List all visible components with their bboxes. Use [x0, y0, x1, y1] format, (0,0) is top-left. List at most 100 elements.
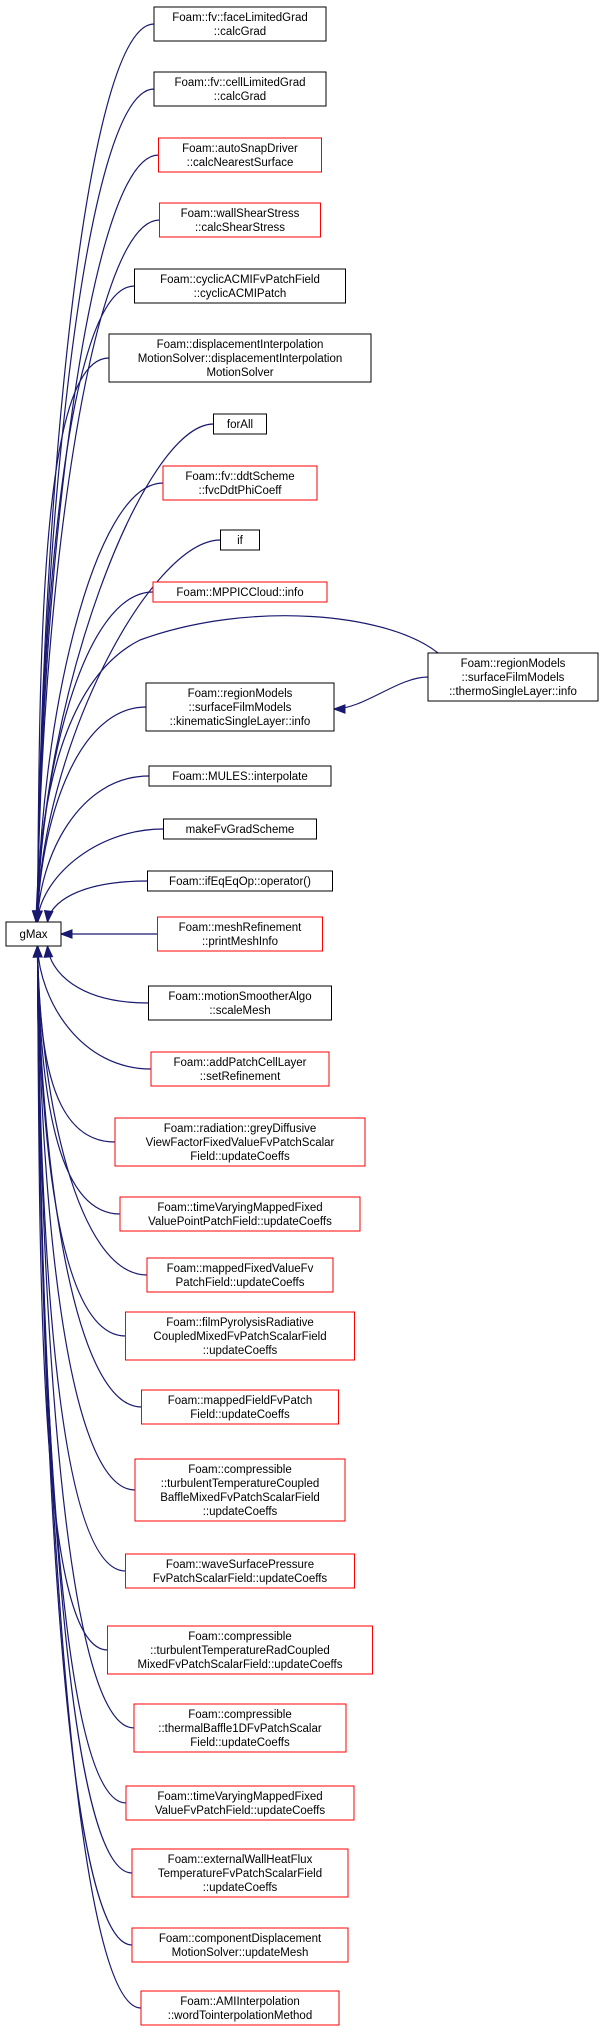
- caller-node-n24[interactable]: Foam::waveSurfacePressureFvPatchScalarFi…: [125, 1553, 355, 1589]
- caller-node-n22[interactable]: Foam::mappedFieldFvPatchField::updateCoe…: [141, 1389, 339, 1425]
- node-label-line: Foam::addPatchCellLayer: [174, 1057, 307, 1069]
- caller-node-n25[interactable]: Foam::compressible::turbulentTemperature…: [107, 1625, 373, 1675]
- caller-node-n8[interactable]: Foam::fv::ddtScheme::fvcDdtPhiCoeff: [162, 465, 318, 501]
- edge-layer: [31, 23, 439, 2009]
- caller-node-n2[interactable]: Foam::fv::cellLimitedGrad::calcGrad: [153, 71, 327, 107]
- node-label-line: ::surfaceFilmModels: [462, 672, 565, 684]
- node-label-line: ::wordTointerpolationMethod: [168, 2010, 312, 2022]
- node-box: [107, 1625, 373, 1675]
- caller-node-n26[interactable]: Foam::compressible::thermalBaffle1DFvPat…: [133, 1703, 347, 1753]
- node-label-line: forAll: [227, 419, 253, 431]
- secondary-node-n31[interactable]: Foam::regionModels::surfaceFilmModels::t…: [427, 652, 599, 702]
- node-label-line: Field::updateCoeffs: [190, 1151, 290, 1163]
- node-label-line: ::kinematicSingleLayer::info: [170, 716, 311, 728]
- edge-line: [36, 945, 142, 1408]
- node-box: [131, 1848, 349, 1898]
- caller-node-n18[interactable]: Foam::radiation::greyDiffusiveViewFactor…: [114, 1117, 366, 1167]
- node-label-line: ::printMeshInfo: [202, 936, 278, 948]
- node-label-line: ::updateCoeffs: [203, 1506, 278, 1518]
- node-label-line: Foam::motionSmootherAlgo: [168, 991, 311, 1003]
- caller-node-n20[interactable]: Foam::mappedFixedValueFvPatchField::upda…: [146, 1257, 334, 1293]
- edge-line: [36, 945, 136, 1491]
- caller-node-n6[interactable]: Foam::displacementInterpolationMotionSol…: [108, 333, 372, 383]
- node-box: [427, 652, 599, 702]
- caller-node-n14[interactable]: Foam::ifEqEqOp::operator(): [147, 870, 333, 892]
- node-box: [158, 137, 322, 173]
- node-label-line: Foam::mappedFieldFvPatch: [168, 1395, 312, 1407]
- node-label-line: Foam::compressible: [188, 1464, 292, 1476]
- caller-node-n23[interactable]: Foam::compressible::turbulentTemperature…: [134, 1458, 346, 1522]
- edge-line: [333, 676, 429, 710]
- caller-node-n3[interactable]: Foam::autoSnapDriver::calcNearestSurface: [158, 137, 322, 173]
- caller-node-n7[interactable]: forAll: [213, 413, 267, 435]
- node-box: [148, 765, 332, 787]
- caller-node-n13[interactable]: makeFvGradScheme: [163, 818, 317, 840]
- edge-line: [36, 945, 126, 1337]
- node-box: [163, 818, 317, 840]
- edge-arrowhead: [43, 944, 54, 958]
- node-label-line: MotionSolver: [206, 367, 273, 379]
- edge-line: [36, 828, 164, 923]
- caller-node-n16[interactable]: Foam::motionSmootherAlgo::scaleMesh: [148, 985, 332, 1021]
- node-box: [140, 1990, 340, 2026]
- node-label-line: if: [237, 535, 244, 547]
- caller-node-n4[interactable]: Foam::wallShearStress::calcShearStress: [159, 202, 321, 238]
- node-label-line: Foam::AMIInterpolation: [180, 1996, 300, 2008]
- node-label-line: Foam::timeVaryingMappedFixed: [157, 1791, 322, 1803]
- edge-line: [36, 154, 159, 923]
- edge-line: [36, 285, 135, 923]
- node-label-line: ::turbulentTemperatureRadCoupled: [150, 1645, 330, 1657]
- node-label-line: ::thermoSingleLayer::info: [449, 686, 577, 698]
- caller-node-n10[interactable]: Foam::MPPICCloud::info: [152, 581, 328, 603]
- node-label-line: Foam::wallShearStress: [181, 208, 300, 220]
- node-box: [125, 1553, 355, 1589]
- edge-line: [36, 945, 142, 2009]
- node-label-line: Foam::radiation::greyDiffusive: [164, 1123, 317, 1135]
- node-box: [147, 870, 333, 892]
- call-edge: [31, 615, 439, 924]
- caller-node-n11[interactable]: Foam::regionModels::surfaceFilmModels::k…: [145, 682, 335, 732]
- node-box: [220, 529, 260, 551]
- edge-line: [36, 591, 154, 923]
- node-label-line: Foam::filmPyrolysisRadiative: [166, 1317, 314, 1329]
- call-edge: [32, 944, 142, 2009]
- call-edge: [59, 929, 158, 939]
- node-label-line: Foam::cyclicACMIFvPatchField: [160, 274, 320, 286]
- node-label-line: Foam::mappedFixedValueFv: [167, 1263, 314, 1275]
- caller-node-n27[interactable]: Foam::timeVaryingMappedFixedValueFvPatch…: [125, 1785, 355, 1821]
- node-label-line: TemperatureFvPatchScalarField: [158, 1868, 322, 1880]
- caller-node-n1[interactable]: Foam::fv::faceLimitedGrad::calcGrad: [153, 6, 327, 42]
- edge-arrowhead: [31, 910, 42, 924]
- node-label-line: Foam::MPPICCloud::info: [176, 587, 303, 599]
- node-box: [145, 682, 335, 732]
- node-label-line: Foam::autoSnapDriver: [182, 143, 298, 155]
- caller-node-n29[interactable]: Foam::componentDisplacementMotionSolver:…: [131, 1927, 349, 1963]
- node-label-line: makeFvGradScheme: [186, 824, 295, 836]
- node-label-line: ::fvcDdtPhiCoeff: [199, 485, 283, 497]
- node-label-line: CoupledMixedFvPatchScalarField: [153, 1331, 326, 1343]
- caller-node-n12[interactable]: Foam::MULES::interpolate: [148, 765, 332, 787]
- caller-node-n5[interactable]: Foam::cyclicACMIFvPatchField::cyclicACMI…: [134, 268, 346, 304]
- caller-node-n17[interactable]: Foam::addPatchCellLayer::setRefinement: [150, 1051, 330, 1087]
- node-label-line: ::turbulentTemperatureCoupled: [161, 1478, 320, 1490]
- node-label-line: Foam::compressible: [188, 1709, 292, 1721]
- edge-line: [36, 945, 116, 1143]
- node-label-line: ::setRefinement: [200, 1071, 281, 1083]
- node-box: [114, 1117, 366, 1167]
- node-label-line: FvPatchScalarField::updateCoeffs: [153, 1573, 328, 1585]
- edge-line: [36, 945, 133, 1874]
- caller-node-n15[interactable]: Foam::meshRefinement::printMeshInfo: [157, 916, 323, 952]
- caller-node-n28[interactable]: Foam::externalWallHeatFluxTemperatureFvP…: [131, 1848, 349, 1898]
- caller-node-n19[interactable]: Foam::timeVaryingMappedFixedValuePointPa…: [119, 1196, 361, 1232]
- caller-node-n30[interactable]: Foam::AMIInterpolation::wordTointerpolat…: [140, 1990, 340, 2026]
- node-label-line: Foam::compressible: [188, 1631, 292, 1643]
- node-box: [153, 71, 327, 107]
- node-box: [150, 1051, 330, 1087]
- node-box: [133, 1703, 347, 1753]
- node-gmax[interactable]: gMax: [5, 921, 62, 947]
- call-edge: [332, 676, 429, 714]
- edge-arrowhead: [59, 929, 73, 939]
- caller-node-n9[interactable]: if: [220, 529, 260, 551]
- edge-line: [36, 775, 150, 923]
- caller-node-n21[interactable]: Foam::filmPyrolysisRadiativeCoupledMixed…: [125, 1311, 355, 1361]
